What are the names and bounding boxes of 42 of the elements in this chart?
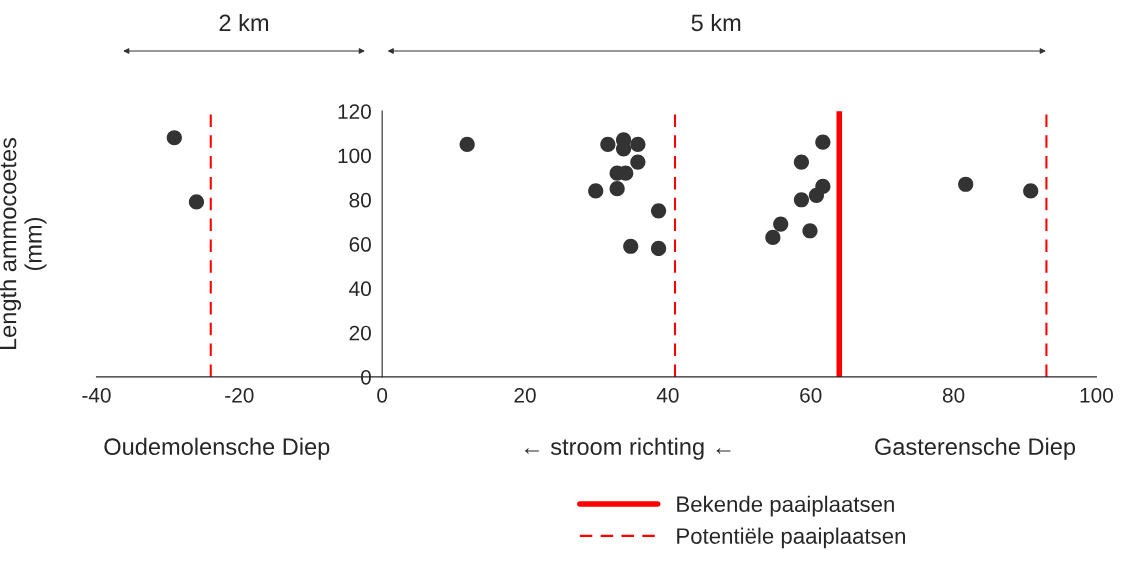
y-axis-title: Length ammocoetes (mm) [0,137,47,350]
point [459,136,475,152]
x-tick-label: 100 [1080,387,1113,403]
point [166,130,182,146]
y-tick-label: 100 [338,148,371,164]
point [188,194,205,210]
point [765,229,781,246]
text: 2 km [219,13,269,31]
point [650,203,667,219]
legend-label: Bekende paaiplaatsen [677,495,894,517]
y-tick-label: 40 [349,281,371,297]
y-tick-label: 80 [349,192,371,208]
text: Oudemolensche Diep [104,437,330,460]
x-tick-label: 80 [942,387,965,403]
x-tick-label: -20 [225,387,254,403]
point [793,154,810,170]
x-tick-label: 60 [800,387,822,403]
y-tick-label: 20 [349,325,371,341]
legend-label: Potentiële paaiplaatsen [677,527,905,549]
y-tick-label: 60 [349,237,371,252]
x-tick-label: 20 [514,387,536,403]
point [623,238,639,254]
point [802,223,818,239]
point [1023,183,1039,199]
point [815,134,831,150]
point [793,192,810,208]
point [609,181,625,197]
point [600,136,616,152]
text: 5 km [691,13,741,32]
y-tick-label: 120 [338,104,371,119]
point [958,176,974,192]
point [650,240,667,257]
point [630,136,646,152]
point [630,154,646,170]
point [588,183,604,199]
text: ← stroom richting ← [524,437,731,460]
text: Gasterensche Diep [875,437,1076,460]
x-tick-label: 0 [377,387,388,403]
x-tick-label: 40 [656,387,679,403]
point [773,216,789,232]
point [815,178,831,195]
x-tick-label: -40 [82,387,111,403]
